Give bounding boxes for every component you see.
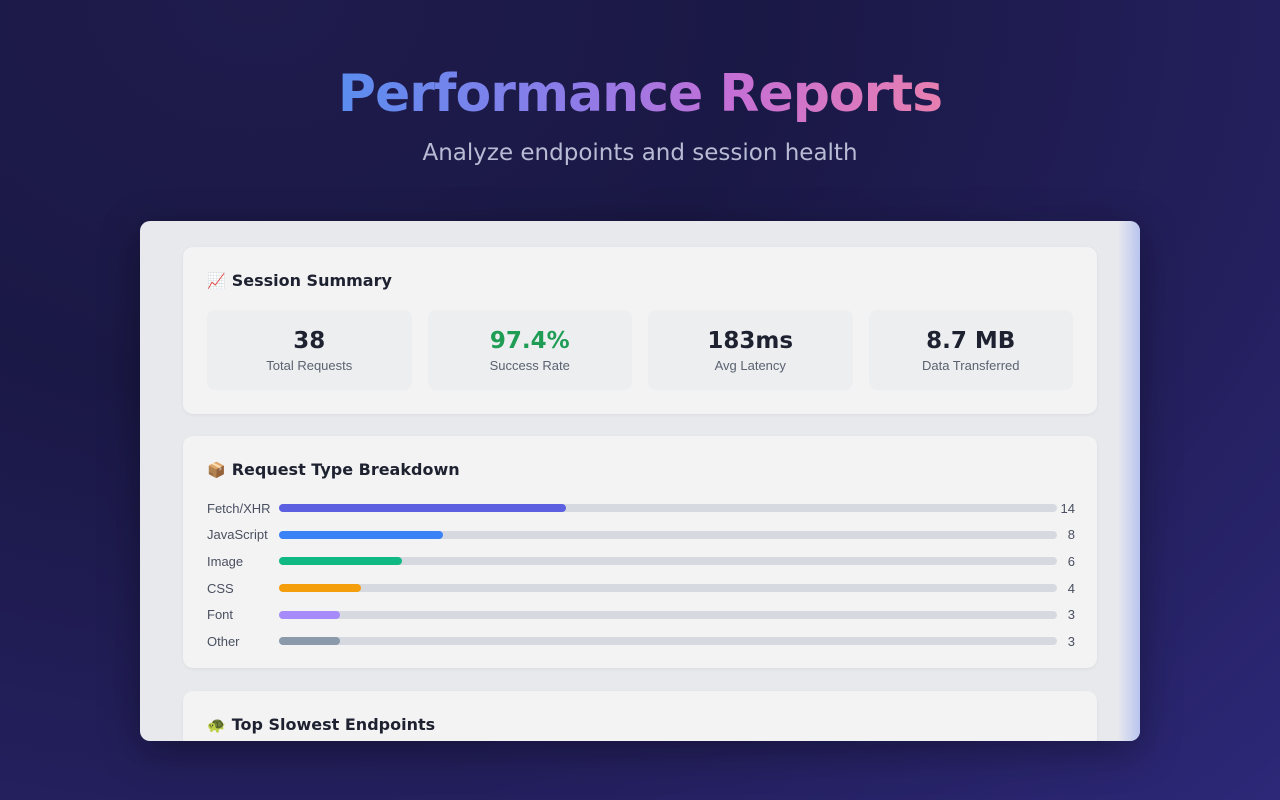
breakdown-label: JavaScript (207, 527, 268, 543)
breakdown-fill (279, 530, 443, 539)
stat-value: 8.7 MB (926, 328, 1016, 354)
breakdown-label: Image (207, 553, 244, 569)
breakdown-count: 8 (1067, 527, 1075, 543)
stat-avg-latency: 183ms Avg Latency (648, 310, 853, 390)
top-slowest-endpoints-card: 🐢 Top Slowest Endpoints (183, 691, 1097, 741)
breakdown-row: JavaScript 8 (207, 522, 1075, 549)
breakdown-fill (279, 584, 361, 593)
breakdown-fill (279, 504, 566, 513)
breakdown-row: Other 3 (207, 628, 1075, 655)
breakdown-label: Other (207, 633, 240, 649)
breakdown-label: Font (207, 607, 234, 623)
breakdown-label: CSS (207, 580, 234, 596)
breakdown-label: Fetch/XHR (207, 500, 271, 516)
breakdown-count: 3 (1067, 607, 1075, 623)
stat-total-requests: 38 Total Requests (207, 310, 412, 390)
chart-increasing-icon: 📈 (207, 271, 226, 290)
breakdown-row: Image 6 (207, 548, 1075, 575)
breakdown-title: 📦 Request Type Breakdown (207, 460, 460, 479)
slowest-heading: Top Slowest Endpoints (231, 715, 436, 734)
turtle-icon: 🐢 (207, 715, 226, 734)
breakdown-track (279, 637, 1057, 646)
stat-label: Success Rate (489, 358, 570, 373)
session-summary-title: 📈 Session Summary (207, 271, 392, 290)
session-summary-card: 📈 Session Summary 38 Total Requests 97.4… (183, 247, 1097, 414)
breakdown-count: 3 (1067, 633, 1075, 649)
stat-label: Total Requests (266, 358, 353, 373)
breakdown-track (279, 584, 1057, 593)
stat-data-transferred: 8.7 MB Data Transferred (868, 310, 1073, 390)
breakdown-fill (279, 557, 402, 566)
breakdown-row: CSS 4 (207, 575, 1075, 602)
stat-success-rate: 97.4% Success Rate (427, 310, 632, 390)
stat-value: 38 (293, 328, 326, 354)
breakdown-track (279, 557, 1057, 566)
package-icon: 📦 (207, 460, 226, 479)
session-summary-heading: Session Summary (231, 271, 392, 290)
breakdown-count: 14 (1060, 500, 1075, 516)
breakdown-bars: Fetch/XHR 14 JavaScript 8 Image 6 CSS 4 Font 3 Oth… (207, 495, 1075, 655)
stat-label: Data Transferred (921, 358, 1020, 373)
stat-value: 183ms (707, 328, 794, 354)
page-subtitle: Analyze endpoints and session health (422, 140, 858, 166)
slowest-title: 🐢 Top Slowest Endpoints (207, 715, 435, 734)
stats-row: 38 Total Requests 97.4% Success Rate 183… (207, 310, 1073, 390)
breakdown-fill (279, 637, 341, 646)
report-panel[interactable]: 📈 Session Summary 38 Total Requests 97.4… (140, 221, 1140, 741)
breakdown-fill (279, 610, 341, 619)
request-type-breakdown-card: 📦 Request Type Breakdown Fetch/XHR 14 Java… (183, 436, 1097, 668)
breakdown-row: Fetch/XHR 14 (207, 495, 1075, 522)
hero: Performance Reports Analyze endpoints an… (0, 62, 1280, 166)
breakdown-count: 4 (1067, 580, 1075, 596)
stat-value: 97.4% (489, 328, 570, 354)
breakdown-heading: Request Type Breakdown (231, 460, 460, 479)
breakdown-track (279, 530, 1057, 539)
stat-label: Avg Latency (714, 358, 786, 373)
breakdown-track (279, 610, 1057, 619)
breakdown-row: Font 3 (207, 601, 1075, 628)
breakdown-track (279, 504, 1057, 513)
page-title: Performance Reports (337, 64, 943, 124)
breakdown-count: 6 (1067, 553, 1075, 569)
